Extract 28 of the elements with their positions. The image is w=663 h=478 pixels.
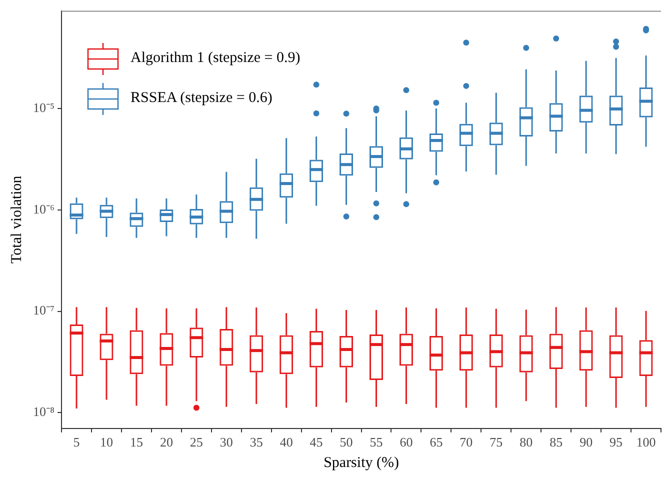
legend-label: Algorithm 1 (stepsize = 0.9) [130,50,300,68]
x-tick-label: 35 [250,434,263,450]
x-tick-label: 100 [636,434,656,450]
y-tick-label: 10⁻⁷ [32,302,55,318]
x-tick-label: 45 [310,434,323,450]
x-tick-label: 5 [73,434,80,450]
x-tick-label: 75 [490,434,503,450]
x-axis-title: Sparsity (%) [324,454,399,471]
x-tick-label: 25 [190,434,203,450]
x-tick-label: 50 [340,434,353,450]
y-axis-title: Total violation [8,175,25,264]
x-tick-label: 80 [520,434,533,450]
y-tick-label: 10⁻⁸ [32,404,55,420]
x-tick-label: 70 [460,434,473,450]
y-tick-label: 10⁻⁵ [32,100,55,115]
x-tick-label: 85 [550,434,563,450]
x-tick-label: 40 [280,434,293,450]
x-tick-label: 20 [160,434,173,450]
x-tick-label: 90 [580,434,593,450]
x-tick-label: 10 [100,434,113,450]
y-tick-label: 10⁻⁶ [32,201,55,216]
x-tick-label: 60 [400,434,413,450]
legend-label: RSSEA (stepsize = 0.6) [130,90,272,108]
x-tick-label: 65 [430,434,443,450]
x-tick-label: 30 [220,434,233,450]
x-tick-label: 95 [610,434,623,450]
x-tick-label: 15 [130,434,143,450]
x-tick-label: 55 [370,434,383,450]
